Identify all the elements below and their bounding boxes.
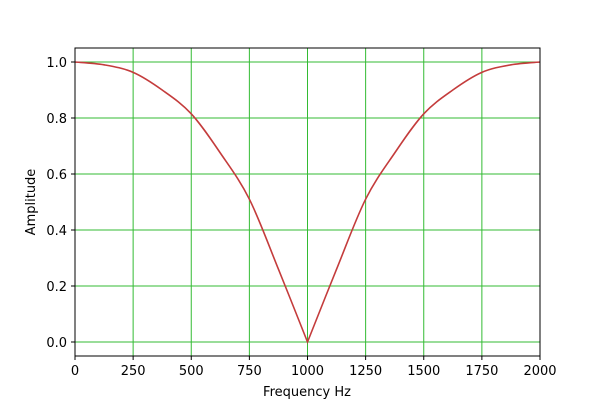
x-tick-label: 1750 <box>465 364 498 379</box>
y-tick-label: 0.8 <box>46 112 67 127</box>
y-axis-label: Amplitude <box>24 169 39 236</box>
x-tick-label: 1250 <box>349 364 382 379</box>
y-tick-label: 0.6 <box>46 168 67 183</box>
x-tick-label: 1500 <box>407 364 440 379</box>
x-tick-label: 2000 <box>523 364 556 379</box>
x-tick-label: 750 <box>237 364 262 379</box>
series-layer <box>74 61 541 345</box>
grid <box>74 48 541 356</box>
amplitude-line <box>74 61 541 345</box>
y-tick-label: 0.4 <box>46 224 67 239</box>
y-tick-label: 0.2 <box>46 280 67 295</box>
x-tick-label: 0 <box>71 364 79 379</box>
x-axis-label: Frequency Hz <box>263 385 351 400</box>
y-tick-label: 1.0 <box>46 56 67 71</box>
y-axis-ticks: 0.0 0.2 0.4 0.6 0.8 1.0 <box>46 56 75 351</box>
y-tick-label: 0.0 <box>46 336 67 351</box>
x-tick-label: 1000 <box>291 364 324 379</box>
x-tick-label: 500 <box>179 364 204 379</box>
x-tick-label: 250 <box>121 364 146 379</box>
x-axis-ticks: 0 250 500 750 1000 1250 1500 1750 2000 <box>71 356 557 379</box>
